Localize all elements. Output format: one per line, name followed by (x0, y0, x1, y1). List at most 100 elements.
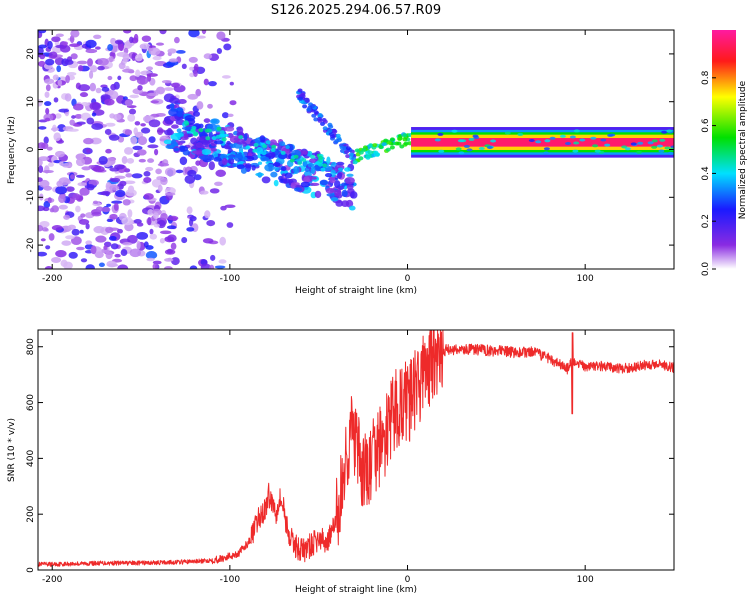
spectrogram-cell (327, 128, 333, 133)
spectrogram-cell (157, 184, 163, 192)
spectrogram-cell (104, 128, 112, 135)
spectrogram-cell (216, 126, 222, 131)
spectrogram-cell (89, 102, 102, 111)
spectrogram-cell (125, 173, 133, 178)
spectrogram-cell (188, 30, 200, 38)
spectrogram-cell (270, 171, 278, 178)
spectrogram-cell (152, 55, 162, 61)
spectrogram-cell (245, 145, 251, 150)
spectrogram-cell (124, 99, 133, 107)
spectrogram-cell (198, 128, 204, 133)
spectrogram-cell (478, 147, 485, 150)
spectrogram-y-tick-label: 20 (26, 48, 36, 60)
spectrogram-cell (126, 158, 135, 164)
spectrogram-cell (322, 163, 328, 168)
spectrogram-cell (264, 163, 275, 172)
spectrogram-cell (289, 158, 295, 163)
spectrogram-cell (350, 191, 358, 199)
spectrogram-cell (434, 138, 441, 142)
spectrogram-cell (223, 43, 232, 51)
spectrogram-cell (91, 123, 104, 130)
spectrogram-cell (218, 259, 227, 264)
spectrogram-cell (227, 113, 234, 118)
spectrogram-cell (155, 42, 165, 46)
spectrogram-cell (136, 149, 147, 156)
spectrogram-cell (236, 126, 244, 135)
spectrogram-cell (224, 204, 236, 208)
spectrogram-cell (90, 245, 97, 255)
spectrogram-cell (175, 169, 184, 174)
spectrogram-cell (39, 179, 50, 188)
spectrogram-cell (191, 150, 203, 155)
spectrogram-cell (149, 233, 157, 240)
spectrogram-cell (181, 237, 188, 244)
spectrogram-cell (252, 148, 258, 153)
spectrogram-cell (80, 258, 88, 263)
spectrogram-cell (86, 117, 95, 125)
spectrogram-cell (176, 128, 182, 133)
spectrogram-cell (76, 121, 86, 125)
spectrogram-cell (196, 35, 206, 39)
spectrogram-cell (193, 174, 202, 181)
spectrogram-cell (278, 141, 286, 146)
snr-series-line (38, 330, 674, 567)
spectrogram-cell (100, 190, 111, 196)
spectrogram-cell (43, 136, 49, 144)
spectrogram-cell (117, 75, 122, 81)
spectrogram-cell (44, 101, 52, 107)
spectrogram-cell (160, 212, 168, 221)
spectrogram-cell (152, 212, 159, 220)
spectrogram-cell (49, 207, 55, 213)
spectrogram-cell (472, 134, 479, 138)
spectrogram-cell (63, 214, 71, 220)
snr-x-tick-label: -100 (220, 575, 241, 585)
spectrogram-cell (383, 138, 389, 143)
spectrogram-cell (45, 58, 55, 66)
spectrogram-cell (145, 245, 154, 250)
spectrogram-cell (44, 266, 53, 269)
spectrogram-cell (136, 222, 144, 227)
spectrogram-cell (47, 197, 52, 204)
spectrogram-cell (38, 60, 46, 67)
spectrogram-cell (337, 172, 343, 177)
spectrogram-cell (92, 165, 105, 173)
spectrogram-cell (233, 153, 244, 162)
spectrogram-cell (164, 266, 173, 269)
spectrogram-cell (205, 136, 211, 141)
spectrogram-cell (208, 131, 213, 139)
spectrogram-cell (131, 53, 136, 62)
spectrogram-cell (313, 117, 319, 122)
spectrogram-cell (169, 103, 175, 110)
spectrogram-cell (297, 88, 303, 93)
spectrogram-cell (216, 31, 226, 40)
spectrogram-cell (125, 189, 137, 197)
spectrogram-cell (637, 141, 644, 145)
spectrogram-cell (374, 152, 380, 157)
spectrogram-cell (93, 34, 102, 39)
spectrogram-cell (179, 156, 188, 166)
spectrogram-cell (189, 215, 197, 222)
spectrogram-cell (161, 79, 172, 84)
spectrogram-cell (38, 142, 46, 149)
spectrogram-cell (317, 116, 323, 121)
spectrogram-cell (396, 141, 402, 146)
spectrogram-cell (61, 163, 73, 168)
colorbar: 0.0 0.2 0.4 0.6 0.8 Normalized spectral ampl… (701, 30, 748, 276)
spectrogram-cell (48, 233, 55, 241)
spectrogram-cell (132, 145, 143, 151)
spectrogram-cell (607, 133, 614, 137)
spectrogram-cell (147, 47, 154, 52)
spectrogram-cell (203, 118, 211, 123)
spectrogram-cell (39, 220, 50, 228)
snr-y-tick-label: 400 (26, 450, 36, 467)
spectrogram-cell (76, 60, 88, 65)
snr-x-axis-label: Height of straight line (km) (295, 585, 417, 595)
spectrogram-cell (242, 142, 247, 147)
spectrogram-cell (314, 164, 322, 172)
spectrogram-y-tick-label: -10 (26, 190, 36, 205)
spectrogram-heatmap (38, 30, 674, 269)
spectrogram-cell (592, 144, 599, 148)
spectrogram-cell (255, 172, 264, 177)
spectrogram-cell (196, 101, 204, 110)
spectrogram-cell (61, 240, 72, 246)
